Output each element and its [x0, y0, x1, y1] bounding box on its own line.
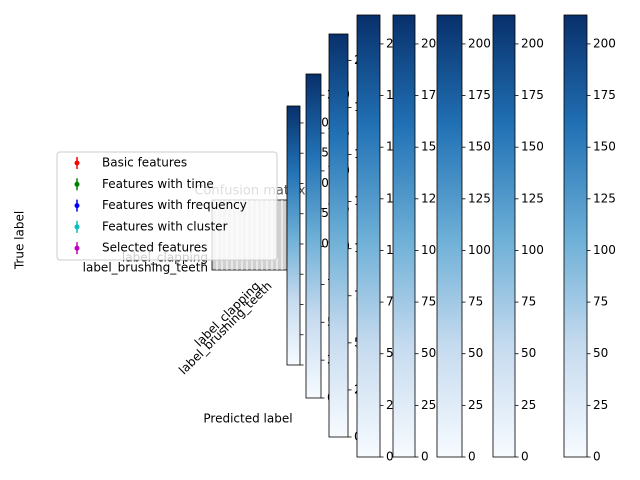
colorbar-tick-label: 175: [468, 88, 491, 102]
x-axis-label: Predicted label: [203, 412, 292, 426]
colorbar-tick-label: 0: [521, 450, 529, 464]
colorbar-tick-label: 150: [521, 140, 544, 154]
colorbar: [492, 14, 516, 458]
colorbar-tick-label: 150: [468, 140, 491, 154]
colorbar-tick-label: 75: [521, 295, 536, 309]
colorbar-tick-label: 50: [468, 346, 483, 360]
legend-label: Features with time: [102, 177, 214, 191]
colorbar-tick-label: 100: [593, 243, 616, 257]
colorbar-tick-label: 0: [468, 450, 476, 464]
colorbar-tick-label: 75: [421, 295, 436, 309]
legend-box: [56, 151, 278, 261]
colorbar-tick-label: 200: [593, 36, 616, 50]
colorbar: [392, 14, 416, 458]
legend-label: Selected features: [102, 241, 207, 255]
colorbar-tick-label: 25: [593, 398, 608, 412]
colorbar-tick-label: 25: [521, 398, 536, 412]
legend-label: Basic features: [102, 156, 187, 170]
legend-marker: [74, 203, 80, 209]
legend-marker: [74, 160, 80, 166]
colorbar: [305, 73, 322, 399]
colorbar-tick-label: 25: [421, 398, 436, 412]
colorbar-tick-label: 175: [593, 88, 616, 102]
colorbar-tick-label: 0: [593, 450, 601, 464]
legend-marker: [74, 245, 80, 251]
colorbar-tick-label: 0: [386, 450, 394, 464]
colorbar-tick-label: 0: [421, 450, 429, 464]
colorbar-tick-label: 125: [468, 191, 491, 205]
colorbar-tick-label: 175: [521, 88, 544, 102]
colorbar-tick-label: 100: [521, 243, 544, 257]
colorbar-tick-label: 75: [468, 295, 483, 309]
colorbar-tick-label: 50: [521, 346, 536, 360]
colorbar-tick-label: 150: [593, 140, 616, 154]
x-tick-label: label_brushing_teeth: [176, 279, 275, 378]
colorbar-tick-label: 200: [468, 36, 491, 50]
y-axis-label: True label: [13, 211, 27, 270]
colorbar-tick-label: 25: [468, 398, 483, 412]
x-tick-label: label_clapping: [192, 279, 263, 350]
colorbar-tick-label: 50: [593, 346, 608, 360]
colorbar: [356, 14, 381, 458]
legend-marker: [74, 181, 80, 187]
colorbar-tick-label: 75: [593, 295, 608, 309]
legend-label: Features with frequency: [102, 198, 247, 212]
colorbar-tick-label: 200: [521, 36, 544, 50]
colorbar: [286, 105, 301, 366]
colorbar: [436, 14, 463, 458]
colorbar-tick-label: 50: [421, 346, 436, 360]
colorbar: [328, 33, 349, 438]
legend-marker: [74, 224, 80, 230]
colorbar-tick-label: 125: [521, 191, 544, 205]
legend-label: Features with cluster: [102, 219, 228, 233]
colorbar: [563, 14, 588, 458]
y-tick-label: label_brushing_teeth: [83, 261, 208, 275]
colorbar-tick-label: 125: [593, 191, 616, 205]
colorbar-tick-label: 100: [468, 243, 491, 257]
